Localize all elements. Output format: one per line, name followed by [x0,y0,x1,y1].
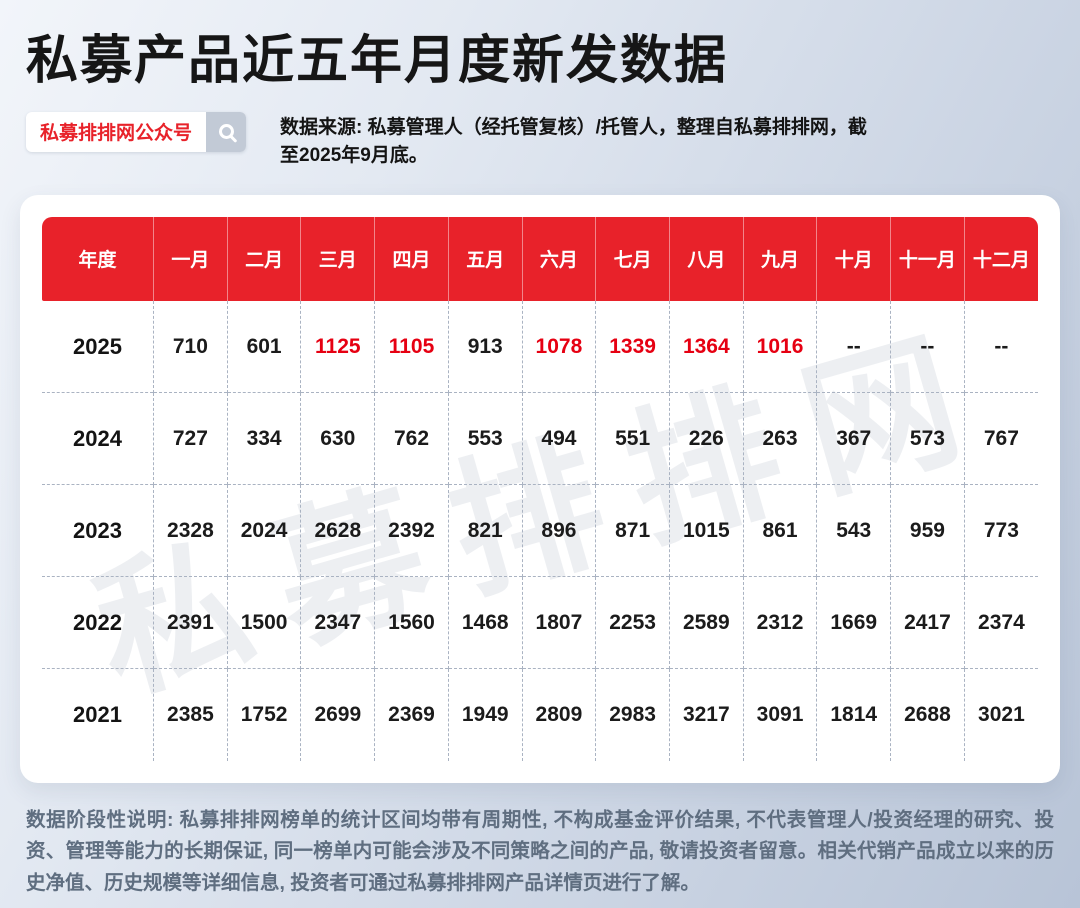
table-row: 2025 710 601 1125 1105 913 1078 1339 1364 1016 -- -… [42,300,1038,393]
column-header-month: 六月 [522,216,597,301]
value-cell: 896 [522,484,597,577]
wechat-account-badge[interactable]: 私募排排网公众号 [26,111,247,152]
table-body: 2025 710 601 1125 1105 913 1078 1339 1364 1016 -- -… [42,300,1038,761]
value-cell: 959 [890,484,965,577]
column-header-month: 十一月 [890,216,965,301]
value-cell: 913 [448,300,523,393]
value-cell: 871 [595,484,670,577]
value-cell: 2347 [300,576,376,669]
value-cell: 1814 [816,668,892,761]
value-cell: 2391 [153,576,228,669]
search-icon[interactable] [206,111,247,152]
page-title: 私募产品近五年月度新发数据 [26,32,729,90]
value-cell: 630 [300,392,376,485]
table-row: 2024 727 334 630 762 553 494 551 226 263 367 573 767 [42,392,1038,485]
table-row: 2021 2385 1752 2699 2369 1949 2809 2983 3217 3091… [42,668,1038,761]
value-cell: 2688 [890,668,965,761]
value-cell: 2369 [374,668,449,761]
value-cell: 2628 [300,484,376,577]
table-row: 2023 2328 2024 2628 2392 821 896 871 1015 861 543 9… [42,484,1038,577]
value-cell: 494 [522,392,597,485]
column-header-month: 四月 [374,216,449,301]
column-header-month: 十月 [816,216,892,301]
value-cell: -- [890,300,965,393]
value-cell: 2328 [153,484,228,577]
magnifier-glyph [218,124,234,140]
value-cell: 263 [743,392,818,485]
value-cell: 226 [669,392,744,485]
value-cell: 1016 [743,300,818,393]
value-cell: 1468 [448,576,523,669]
data-source-text: 数据来源: 私募管理人（经托管复核）/托管人，整理自私募排排网，截至2025年9… [280,116,867,167]
value-cell: 2374 [964,576,1038,669]
value-cell: 2589 [669,576,744,669]
column-header-month: 九月 [743,216,818,301]
column-header-month: 三月 [300,216,376,301]
subheader: 私募排排网公众号 数据来源: 私募管理人（经托管复核）/托管人，整理自私募排排网… [26,111,1080,171]
value-cell: 2024 [227,484,302,577]
value-cell: 1560 [374,576,449,669]
value-cell: 762 [374,392,449,485]
value-cell: -- [994,334,1009,358]
value-cell: 1078 [522,300,597,393]
column-header-month: 二月 [227,216,302,301]
badge-label: 私募排排网公众号 [40,123,193,145]
year-cell: 2023 [42,484,155,577]
value-cell: 334 [227,392,302,485]
value-cell: 1807 [522,576,597,669]
value-cell: 551 [595,392,670,485]
column-header-month: 七月 [595,216,670,301]
value-cell: 767 [964,392,1038,485]
value-cell: 3217 [669,668,744,761]
value-cell: 1752 [227,668,302,761]
value-cell: 1105 [374,300,449,393]
value-cell: 573 [890,392,965,485]
value-cell: 861 [743,484,818,577]
value-cell: 1669 [816,576,892,669]
value-cell: 2417 [890,576,965,669]
table-header: 年度 一月 二月 三月 四月 五月 六月 七月 八月 九月 十月 十一月 十二月 [42,216,1038,301]
column-header-month: 十二月 [964,216,1038,301]
value-cell: 367 [816,392,892,485]
value-cell: -- [816,300,892,393]
value-cell: 1015 [669,484,744,577]
column-header-month: 一月 [153,216,228,301]
column-header-year: 年度 [42,216,155,301]
value-cell: 2385 [153,668,228,761]
year-cell: 2025 [42,300,155,393]
year-cell: 2022 [42,576,155,669]
value-cell: 553 [448,392,523,485]
table-card: 私募排排网 年度 一月 二月 三月 四月 五月 六月 七月 八月 九月 十月 十一月 十二月 2025 7… [20,194,1060,783]
value-cell: 2312 [743,576,818,669]
value-cell: 2392 [374,484,449,577]
column-header-month: 八月 [669,216,744,301]
value-cell: 821 [448,484,523,577]
value-cell: 601 [227,300,302,393]
value-cell: 1125 [300,300,376,393]
value-cell: 2253 [595,576,670,669]
value-cell: 3021 [964,668,1038,761]
column-header-month: 五月 [448,216,523,301]
value-cell: 2809 [522,668,597,761]
value-cell: 727 [153,392,228,485]
value-cell: 710 [153,300,228,393]
value-cell: 2699 [300,668,376,761]
table-row: 2022 2391 1500 2347 1560 1468 1807 2253 2589 2312… [42,576,1038,669]
value-cell: 1500 [227,576,302,669]
value-cell: 543 [816,484,892,577]
monthly-issuance-table: 年度 一月 二月 三月 四月 五月 六月 七月 八月 九月 十月 十一月 十二月 2025 710 601 1… [42,216,1038,761]
value-cell: 1364 [669,300,744,393]
value-cell: 2983 [595,668,670,761]
year-cell: 2024 [42,392,155,485]
value-cell: 773 [964,484,1038,577]
footer-disclaimer: 数据阶段性说明: 私募排排网榜单的统计区间均带有周期性, 不构成基金评价结果, … [26,808,1054,894]
value-cell: 3091 [743,668,818,761]
value-cell: 1949 [448,668,523,761]
year-cell: 2021 [42,668,155,761]
table-header-row: 年度 一月 二月 三月 四月 五月 六月 七月 八月 九月 十月 十一月 十二月 [42,216,1038,301]
value-cell: 1339 [595,300,670,393]
